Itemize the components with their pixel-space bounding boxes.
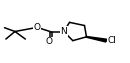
Text: O: O: [46, 37, 53, 46]
Polygon shape: [86, 36, 108, 42]
Text: O: O: [34, 23, 41, 32]
Text: Cl: Cl: [108, 36, 117, 45]
Text: N: N: [60, 27, 67, 36]
